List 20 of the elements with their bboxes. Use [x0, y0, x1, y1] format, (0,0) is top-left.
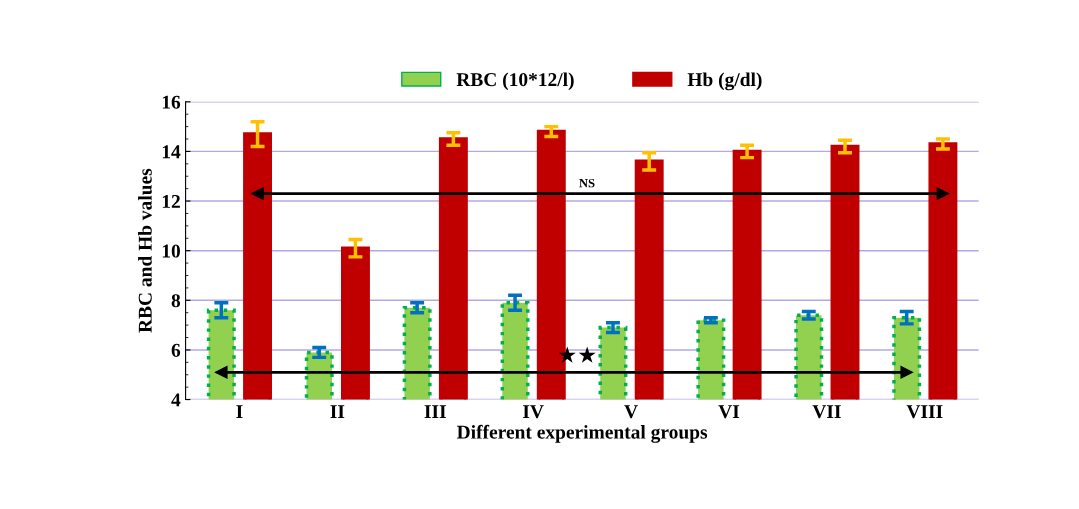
x-tick-label: VIII	[906, 405, 943, 419]
x-tick-label: III	[424, 405, 446, 418]
x-tick-label: V	[624, 405, 638, 419]
x-tick-label: II	[330, 405, 345, 418]
x-tick-label: VII	[812, 405, 841, 419]
ref-line-label: NS	[579, 178, 595, 188]
y-axis-title: RBC and Hb values	[138, 168, 152, 333]
y-tick-label: 4	[171, 393, 181, 407]
y-tick-label: 16	[162, 95, 181, 109]
y-tick-label: 12	[162, 194, 180, 208]
y-tick-label: 8	[171, 294, 181, 308]
legend-label: RBC (10*12/l)	[456, 72, 574, 91]
legend-label: Hb (g/dl)	[687, 72, 762, 91]
x-tick-label: I	[236, 405, 243, 418]
y-tick-label: 10	[162, 244, 180, 258]
y-tick-label: 6	[171, 343, 181, 357]
y-tick-label: 14	[162, 145, 181, 159]
x-tick-label: IV	[523, 405, 544, 419]
x-tick-label: VI	[718, 405, 740, 419]
x-axis-title: Different experimental groups	[456, 424, 708, 443]
